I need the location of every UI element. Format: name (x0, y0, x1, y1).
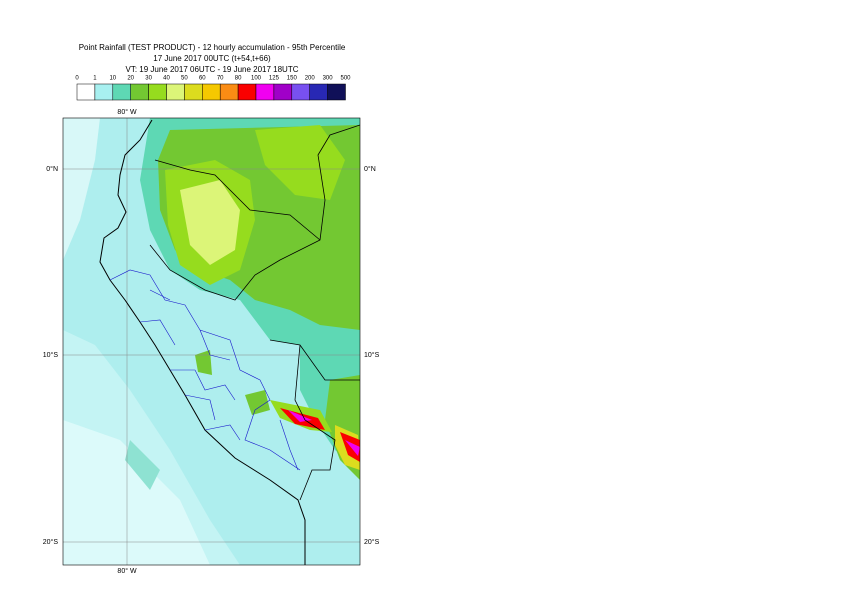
colorbar-swatch (184, 83, 203, 101)
colorbar-swatch (202, 83, 221, 101)
title-line: Point Rainfall (TEST PRODUCT) - 12 hourl… (79, 43, 346, 52)
rainfall-field (63, 118, 360, 565)
colorbar-label: 0 (75, 76, 79, 82)
colorbar-swatch (219, 83, 239, 101)
latitude-label: 20°S (43, 538, 59, 546)
colorbar-label: 300 (323, 76, 334, 82)
longitude-label: 80° W (117, 567, 137, 575)
title-line: 17 June 2017 00UTC (t+54,t+66) (153, 54, 271, 63)
colorbar-swatch (291, 83, 310, 101)
latitude-labels: 0°N 0°N 10°S 10°S 20°S 20°S (43, 165, 380, 546)
colorbar-label: 40 (163, 76, 170, 82)
latitude-label: 20°S (364, 538, 380, 546)
colorbar-swatch (309, 83, 328, 101)
colorbar-label: 500 (340, 76, 351, 82)
colorbar-swatch (76, 83, 96, 101)
colorbar-swatch (130, 83, 149, 101)
latitude-label: 10°S (364, 351, 380, 359)
colorbar-swatch (94, 83, 114, 101)
colorbar-label: 200 (305, 76, 316, 82)
longitude-label: 80° W (117, 108, 137, 116)
colorbar-swatch (166, 83, 185, 101)
latitude-label: 10°S (43, 351, 59, 359)
map-frame (62, 117, 361, 566)
colorbar: 0 1 10 20 30 40 50 60 70 80 100 125 150 200 300 500 (75, 76, 351, 101)
colorbar-swatch (273, 83, 293, 101)
colorbar-swatch (327, 83, 346, 101)
latitude-label: 0°N (364, 165, 376, 173)
colorbar-label: 1 (93, 76, 97, 82)
colorbar-label: 70 (217, 76, 224, 82)
colorbar-label: 50 (181, 76, 188, 82)
colorbar-swatch (148, 83, 167, 101)
colorbar-label: 30 (145, 76, 152, 82)
latitude-label: 0°N (46, 165, 58, 173)
colorbar-label: 150 (287, 76, 298, 82)
colorbar-swatch (237, 83, 257, 101)
colorbar-label: 10 (109, 76, 116, 82)
colorbar-label: 60 (199, 76, 206, 82)
colorbar-label: 80 (235, 76, 242, 82)
colorbar-label: 100 (251, 76, 262, 82)
colorbar-label: 125 (269, 76, 280, 82)
colorbar-swatch (255, 83, 275, 101)
title-line: VT: 19 June 2017 06UTC - 19 June 2017 18… (126, 65, 299, 74)
colorbar-label: 20 (127, 76, 134, 82)
colorbar-swatch (112, 83, 131, 101)
